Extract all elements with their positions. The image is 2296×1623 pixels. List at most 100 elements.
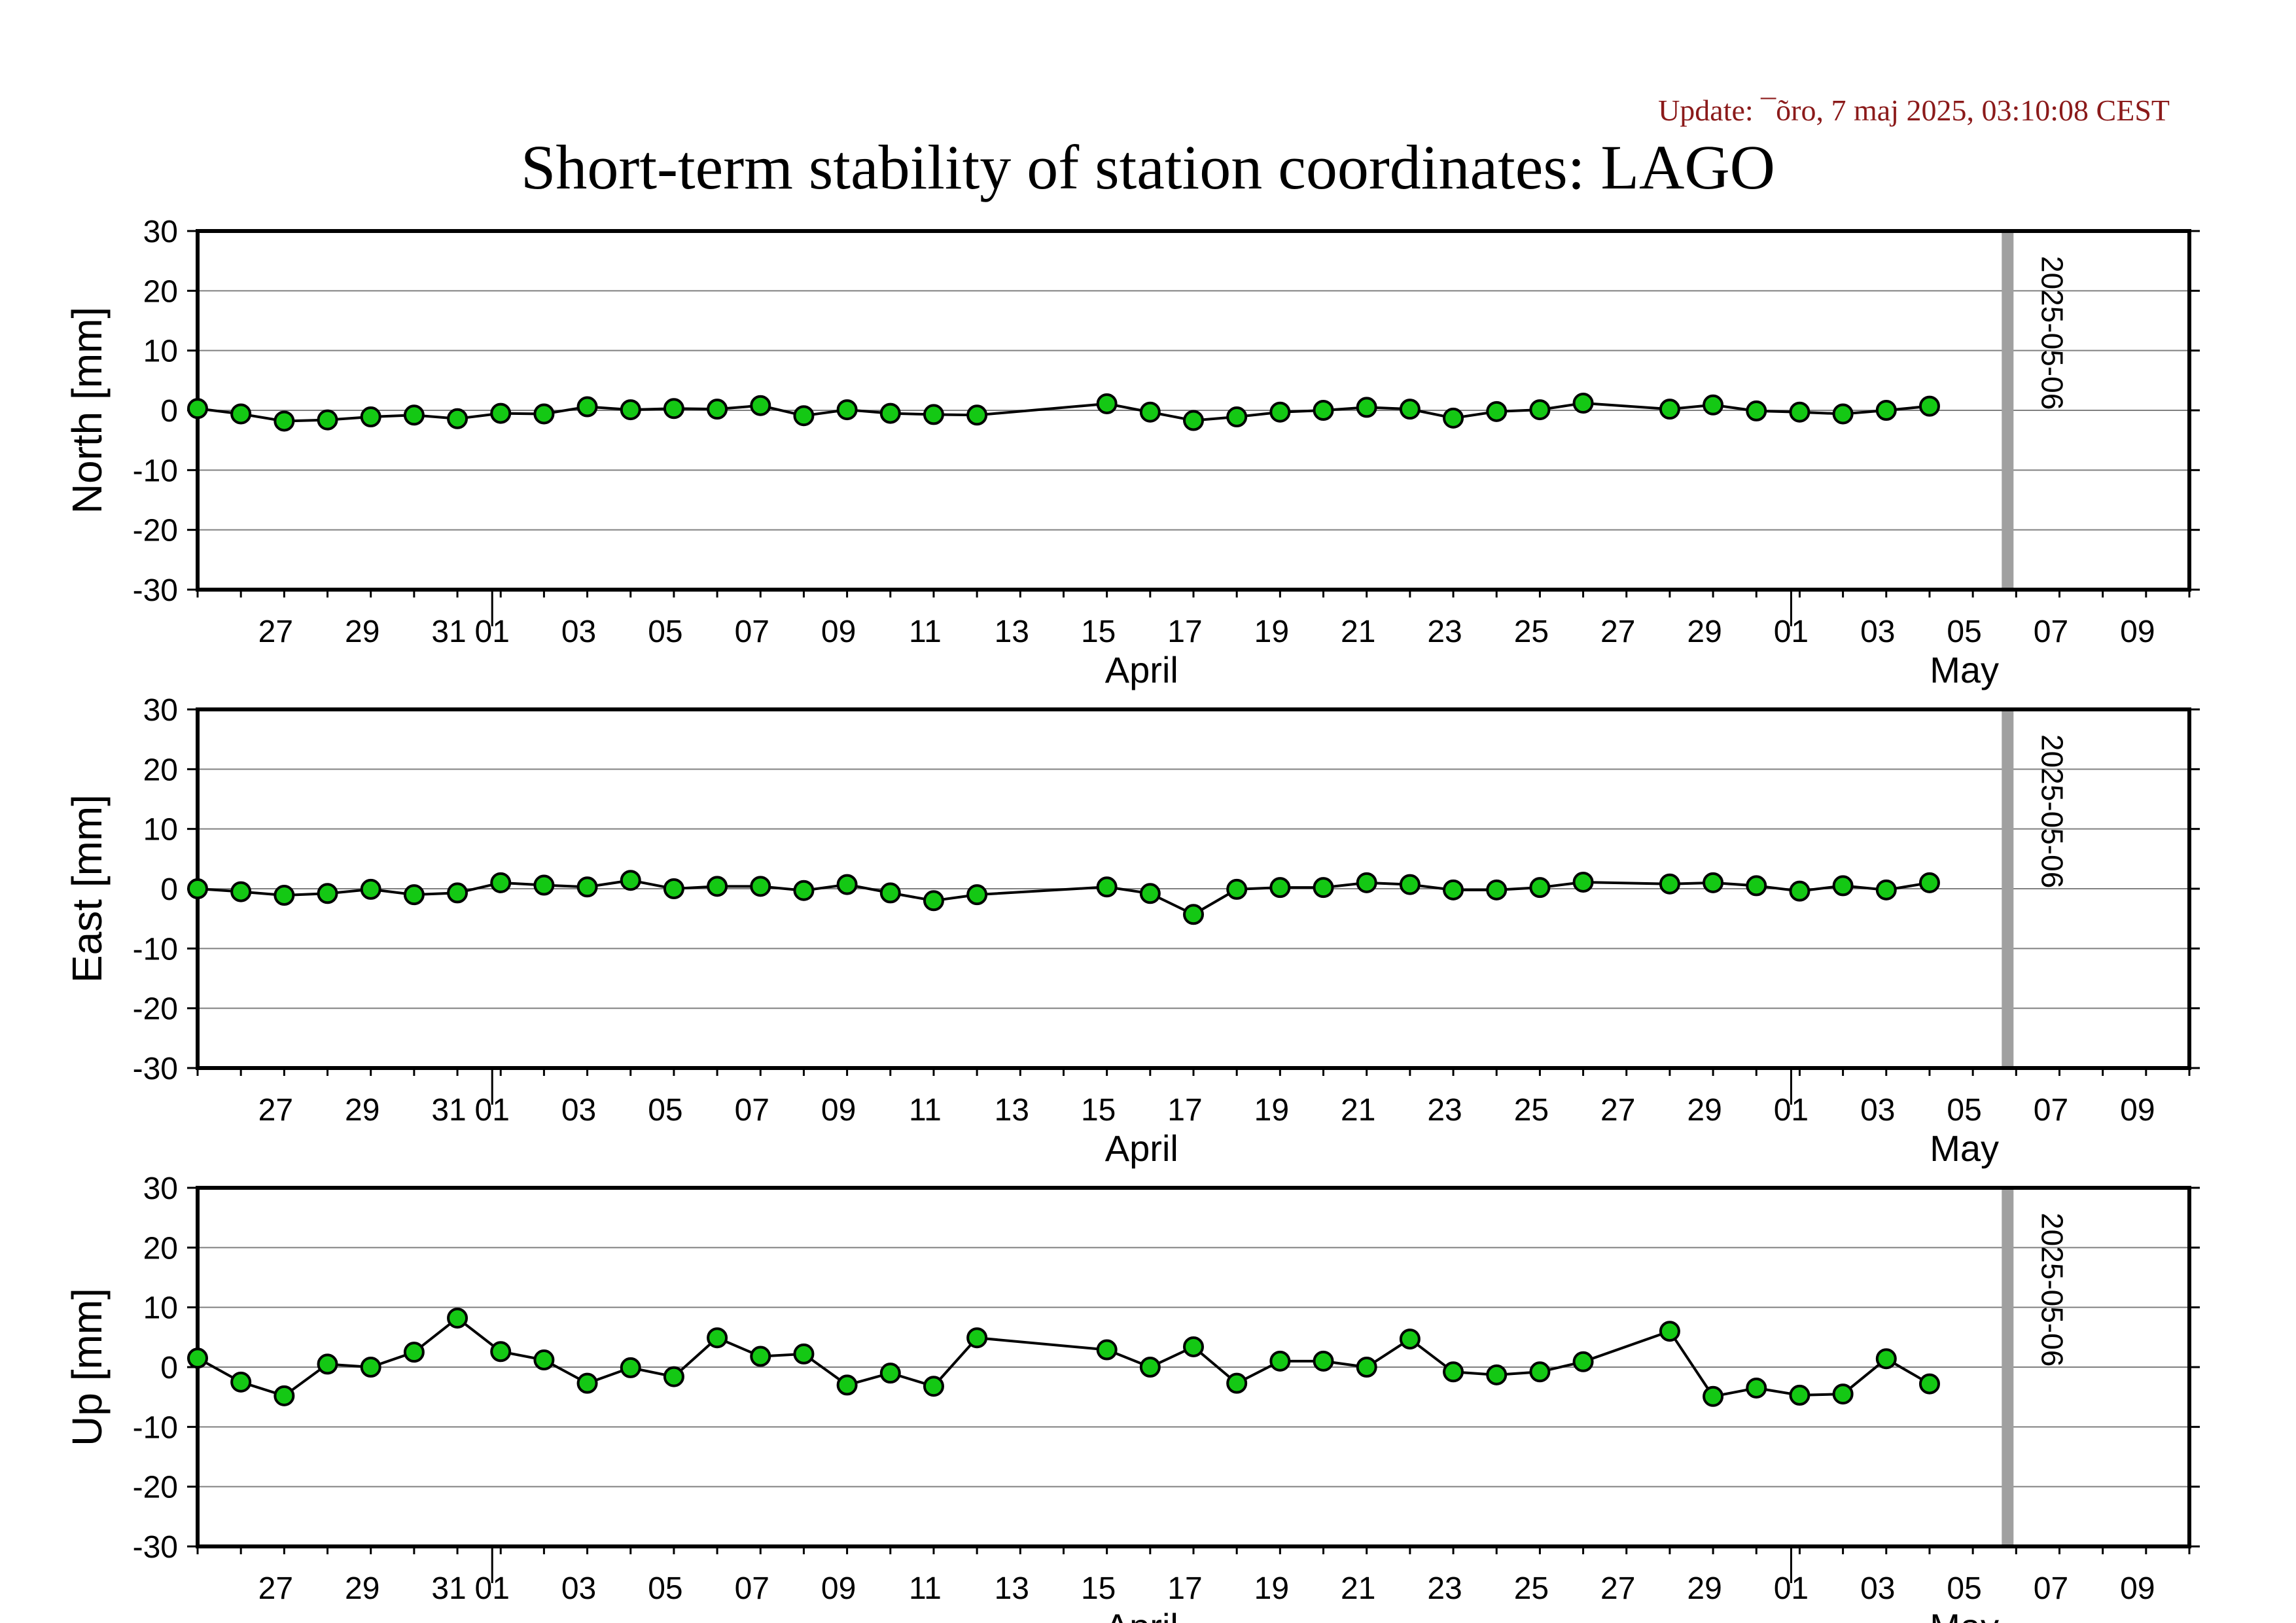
y-tick-label: -30: [133, 1530, 178, 1565]
y-tick-label: 20: [143, 1231, 178, 1266]
x-tick-label: 19: [1254, 1093, 1289, 1128]
data-point: [1399, 399, 1421, 420]
x-tick-label: 09: [2120, 615, 2155, 649]
panel-up: 2025-05-06 30 20 10 0 -10 -20 -30 27 29 31 01 03 05 07…: [63, 1171, 2200, 1623]
data-point: [1356, 1357, 1377, 1378]
data-point: [1399, 1329, 1421, 1350]
x-tick-label: 31: [431, 1093, 466, 1128]
data-point: [1875, 400, 1897, 421]
month-label: April: [1105, 649, 1178, 690]
x-tick-label: 23: [1427, 615, 1462, 649]
data-point: [793, 405, 815, 427]
x-tick-label: 13: [995, 615, 1029, 649]
x-tick-label: 27: [258, 1571, 293, 1606]
data-point: [403, 404, 425, 426]
y-tick-label: -20: [133, 1471, 178, 1505]
x-tick-label: 05: [1947, 1571, 1981, 1606]
data-point: [750, 1346, 771, 1367]
y-tick-label: 10: [143, 1291, 178, 1326]
x-tick-label: 07: [2034, 1093, 2068, 1128]
data-point: [1572, 393, 1594, 414]
data-point: [836, 874, 858, 895]
data-point: [1183, 904, 1204, 925]
y-tick-label: 30: [143, 693, 178, 728]
x-tick-label: 03: [561, 1093, 596, 1128]
data-point: [836, 399, 858, 421]
x-tick-label: 17: [1167, 1571, 1202, 1606]
data-point: [663, 1366, 684, 1387]
x-tick-label: 05: [648, 1093, 682, 1128]
data-point: [923, 890, 944, 912]
y-tick-label: -20: [133, 992, 178, 1027]
data-point: [1486, 1364, 1508, 1385]
x-tick-label: 09: [821, 615, 856, 649]
chart-title: Short-term stability of station coordina…: [521, 132, 1775, 202]
data-point: [1269, 877, 1291, 899]
data-point: [1789, 401, 1810, 423]
date-marker-label: 2025-05-06: [2035, 256, 2069, 410]
x-tick-label: 07: [735, 615, 769, 649]
x-tick-label: 03: [561, 1571, 596, 1606]
x-tick-label: 27: [258, 615, 293, 649]
data-point: [447, 408, 468, 429]
x-tick-label: 23: [1427, 1093, 1462, 1128]
data-point: [360, 1357, 381, 1378]
x-tick-label: 01: [475, 1093, 510, 1128]
data-point: [274, 885, 295, 906]
data-point: [317, 409, 338, 431]
data-point: [317, 883, 338, 904]
data-point: [274, 410, 295, 432]
data-point: [447, 882, 468, 904]
data-point: [1183, 1336, 1204, 1357]
data-point: [750, 395, 771, 416]
data-point: [533, 1349, 555, 1371]
data-point: [1226, 1372, 1248, 1394]
x-tick-label: 25: [1514, 615, 1549, 649]
data-point: [447, 1308, 468, 1329]
data-point: [620, 1357, 641, 1378]
y-tick-label: -10: [133, 454, 178, 488]
data-point: [1399, 874, 1421, 895]
date-marker-label: 2025-05-06: [2035, 1213, 2069, 1366]
y-tick-label: 10: [143, 334, 178, 369]
data-point: [403, 884, 425, 906]
data-point: [879, 1363, 901, 1384]
x-tick-label: 29: [345, 615, 380, 649]
data-point: [1789, 880, 1810, 902]
data-point: [1918, 872, 1940, 893]
y-axis-label: Up [mm]: [63, 1288, 111, 1446]
y-tick-label: -30: [133, 573, 178, 608]
data-point: [1226, 878, 1248, 900]
x-tick-label: 09: [2120, 1571, 2155, 1606]
x-tick-label: 27: [1600, 1571, 1635, 1606]
data-point: [1875, 879, 1897, 901]
x-tick-label: 01: [475, 615, 510, 649]
x-tick-label: 15: [1081, 615, 1116, 649]
x-tick-label: 05: [1947, 1093, 1981, 1128]
data-point: [1139, 1357, 1161, 1378]
data-point: [1659, 399, 1680, 420]
date-marker-label: 2025-05-06: [2035, 734, 2069, 888]
month-label: May: [1930, 649, 1999, 690]
data-point: [1659, 1321, 1680, 1342]
x-tick-label: 17: [1167, 1093, 1202, 1128]
data-point: [1572, 1351, 1594, 1372]
data-point: [230, 1371, 252, 1393]
x-tick-label: 21: [1341, 1571, 1375, 1606]
data-point: [1746, 400, 1767, 421]
x-tick-label: 13: [995, 1571, 1029, 1606]
data-point: [923, 404, 944, 425]
data-point: [1356, 872, 1377, 893]
data-point: [836, 1374, 858, 1396]
panel-north: 2025-05-06 30 20 10 0 -10 -20 -30 27 29 31 01 03 05 07…: [63, 215, 2200, 690]
data-point: [403, 1342, 425, 1363]
data-point: [1832, 1383, 1854, 1405]
data-point: [1096, 393, 1118, 414]
x-tick-label: 01: [1774, 1093, 1809, 1128]
x-tick-label: 07: [2034, 1571, 2068, 1606]
x-tick-label: 29: [345, 1093, 380, 1128]
data-point: [1529, 1361, 1551, 1383]
x-tick-label: 29: [1687, 1093, 1722, 1128]
data-point: [360, 406, 381, 428]
